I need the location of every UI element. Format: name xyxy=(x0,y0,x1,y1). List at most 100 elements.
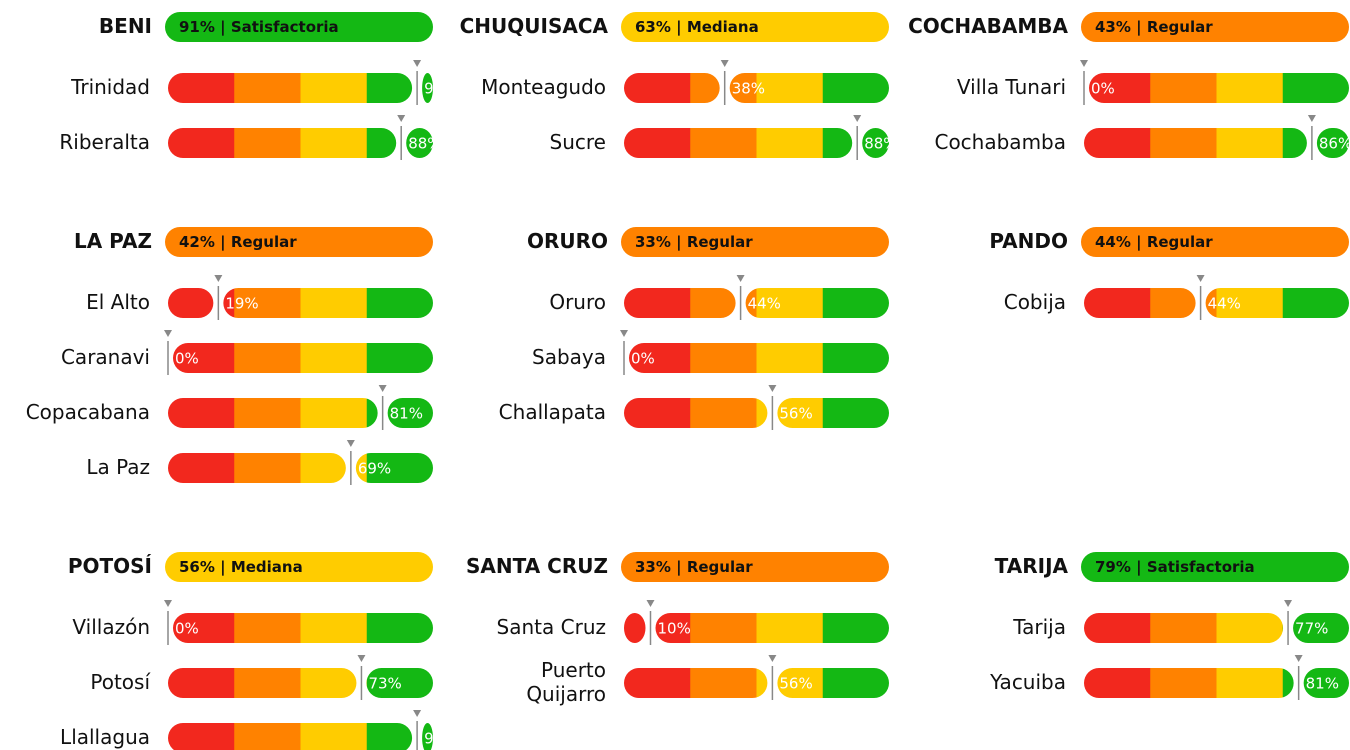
value-label: 44% xyxy=(1208,295,1241,313)
bar-segment xyxy=(1216,73,1284,103)
gauge-bar xyxy=(624,613,889,643)
bar-segment xyxy=(822,73,890,103)
department-title: POTOSÍ xyxy=(67,554,152,578)
gauge-bar xyxy=(168,288,433,318)
value-label: 0% xyxy=(1091,80,1115,98)
value-label: 0% xyxy=(175,620,199,638)
bar-segment xyxy=(366,613,433,643)
city-label: Sucre xyxy=(549,130,606,154)
bar-segment xyxy=(234,613,301,643)
bar-segment xyxy=(756,73,824,103)
bar-segment xyxy=(366,288,433,318)
value-pointer xyxy=(768,385,777,392)
bar-segment xyxy=(366,668,434,698)
bar-segment xyxy=(300,288,368,318)
value-pointer xyxy=(1307,115,1316,122)
value-label: 10% xyxy=(658,620,691,638)
bar-segment xyxy=(1084,613,1151,643)
city-label: Caranavi xyxy=(60,345,150,369)
city-label: Tarija xyxy=(1013,615,1066,639)
department-title: PANDO xyxy=(989,229,1068,253)
department-badge: 56% | Mediana xyxy=(165,552,433,582)
bar-segment xyxy=(1084,128,1151,158)
value-pointer xyxy=(736,275,745,282)
bar-segment xyxy=(168,668,235,698)
value-label: 86% xyxy=(1319,135,1350,153)
city-label: Trinidad xyxy=(71,75,150,99)
department-badge: 44% | Regular xyxy=(1081,227,1349,257)
department-badge: 79% | Satisfactoria xyxy=(1081,552,1349,582)
department-badge: 33% | Regular xyxy=(621,227,889,257)
value-pointer xyxy=(620,330,628,337)
city-label: Potosí xyxy=(90,670,150,694)
value-label: 56% xyxy=(779,675,812,693)
bar-segment xyxy=(1084,288,1151,318)
city-label: Oruro xyxy=(549,290,606,314)
gauge-bar xyxy=(173,613,433,643)
value-label: 73% xyxy=(368,675,401,693)
value-label: 77% xyxy=(1295,620,1328,638)
department-title: BENI xyxy=(98,14,152,38)
bar-segment xyxy=(624,73,691,103)
value-pointer xyxy=(214,275,223,282)
bar-segment xyxy=(168,73,235,103)
value-label: 81% xyxy=(1306,675,1339,693)
value-label: 81% xyxy=(390,405,423,423)
bar-segment xyxy=(1089,73,1151,103)
bar-segment xyxy=(624,398,691,428)
bar-segment xyxy=(1150,613,1217,643)
value-pointer xyxy=(720,60,729,67)
gauge-bar xyxy=(1084,288,1349,318)
bar-segment xyxy=(756,128,824,158)
bar-segment xyxy=(690,343,757,373)
city-label: Cochabamba xyxy=(934,130,1066,154)
value-pointer xyxy=(1294,655,1303,662)
bar-segment xyxy=(234,453,301,483)
bar-segment xyxy=(822,613,889,643)
city-label: Copacabana xyxy=(25,400,150,424)
department-title: TARIJA xyxy=(994,554,1068,578)
bar-segment xyxy=(756,613,824,643)
bar-segment xyxy=(1216,668,1284,698)
gauge-bar xyxy=(168,128,434,158)
bar-segment xyxy=(690,398,757,428)
bar-segment xyxy=(624,668,691,698)
department-badge: 42% | Regular xyxy=(165,227,433,257)
gauge-bar xyxy=(629,343,889,373)
value-pointer xyxy=(646,600,655,607)
bar-segment xyxy=(168,723,235,750)
bar-segment xyxy=(1150,668,1217,698)
value-pointer xyxy=(346,440,355,447)
value-pointer xyxy=(357,655,366,662)
city-label: La Paz xyxy=(86,455,150,479)
bar-segment xyxy=(234,723,301,750)
bar-segment xyxy=(624,288,691,318)
value-label: 88% xyxy=(864,135,897,153)
bar-segment xyxy=(300,398,368,428)
value-pointer xyxy=(164,330,172,337)
bar-segment xyxy=(300,343,368,373)
gauge-bar xyxy=(168,453,434,483)
gauge-bar xyxy=(624,398,890,428)
department-title: COCHABAMBA xyxy=(908,14,1068,38)
city-label: Puerto Quijarro xyxy=(526,658,606,706)
city-label: Sabaya xyxy=(532,345,606,369)
value-pointer xyxy=(1196,275,1205,282)
city-label: Cobija xyxy=(1003,290,1066,314)
bar-segment xyxy=(234,288,301,318)
value-label: 38% xyxy=(732,80,765,98)
bar-segment xyxy=(366,453,434,483)
bar-segment xyxy=(629,343,691,373)
department-title: ORURO xyxy=(526,229,608,253)
bar-segment xyxy=(168,398,235,428)
bar-segment xyxy=(1282,288,1349,318)
gauge-bar xyxy=(1084,128,1350,158)
bar-segment xyxy=(1216,613,1284,643)
city-label: Villazón xyxy=(72,615,150,639)
bar-segment xyxy=(1150,73,1217,103)
bar-segment xyxy=(1150,128,1217,158)
city-label: Santa Cruz xyxy=(496,615,606,639)
bar-segment xyxy=(756,288,824,318)
value-pointer xyxy=(378,385,387,392)
city-label: Llallagua xyxy=(60,725,150,749)
